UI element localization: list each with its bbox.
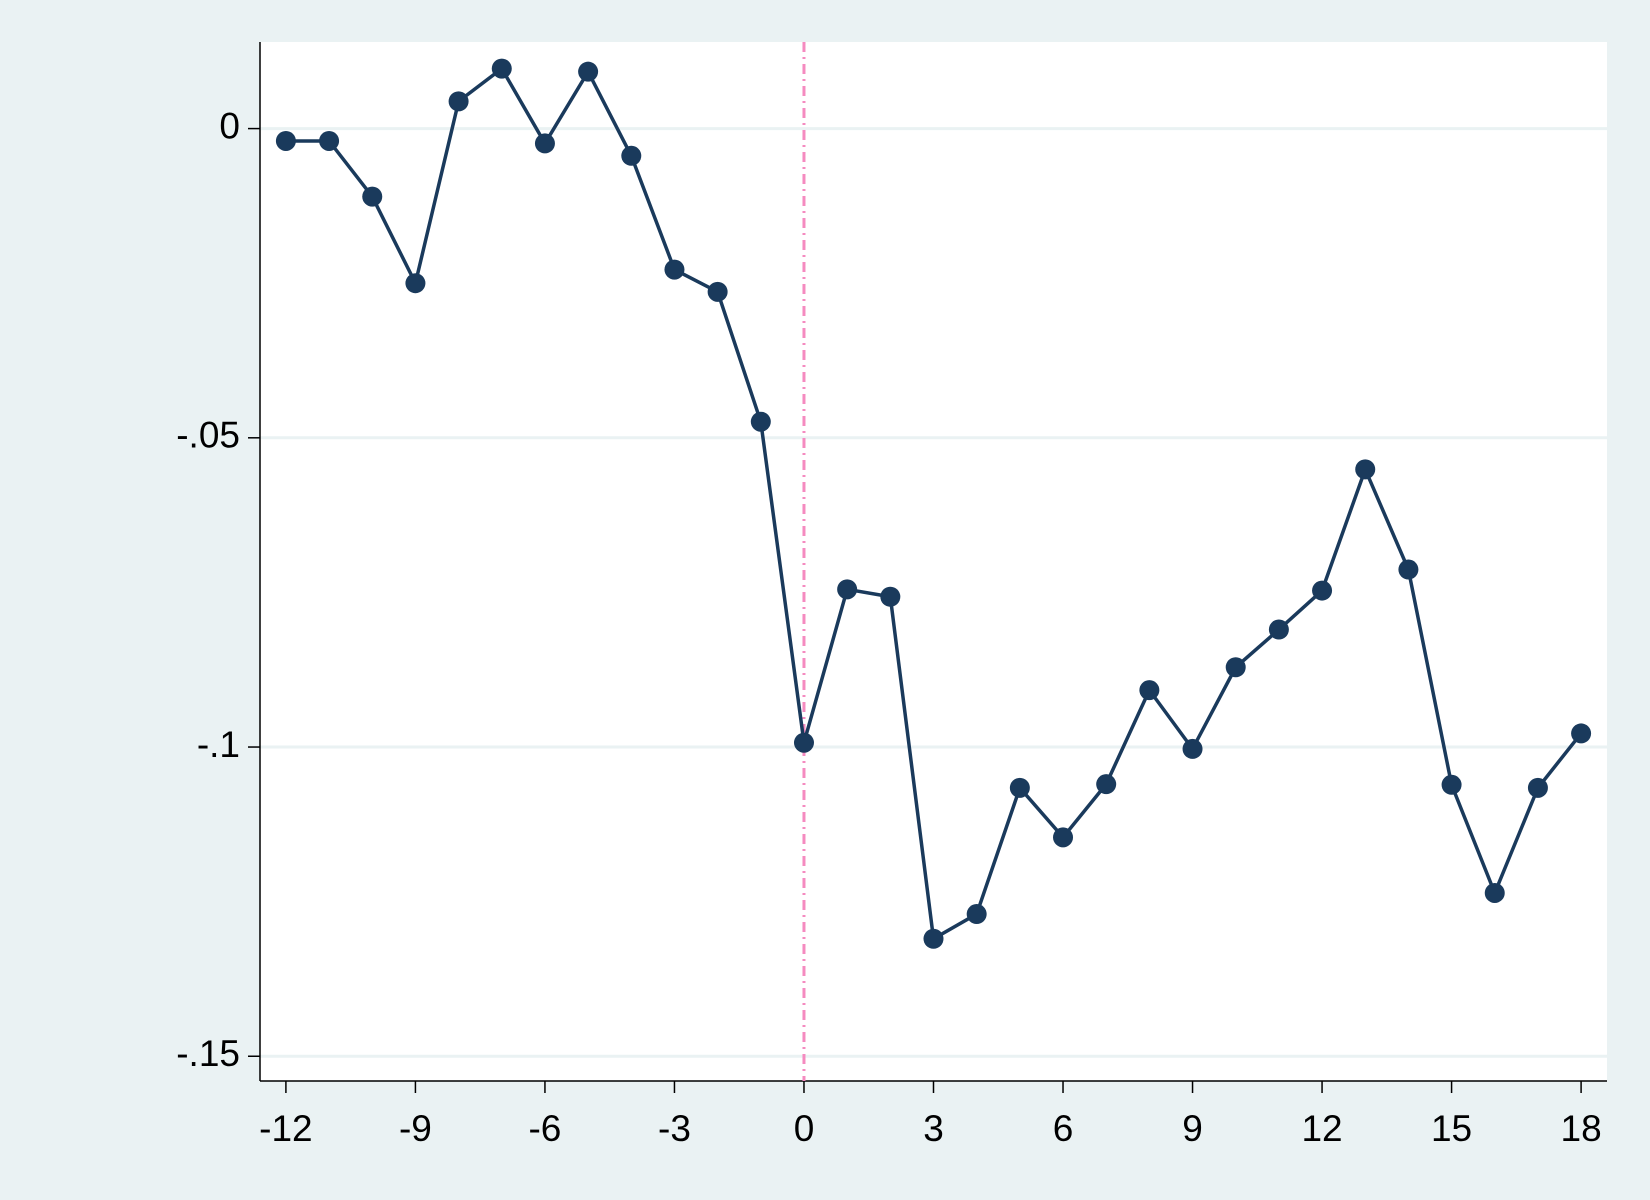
point [1398,559,1419,580]
point [707,281,728,302]
x-tick-label: 3 [923,1108,944,1149]
point [880,586,901,607]
point [1355,459,1376,480]
point [621,145,642,166]
point [1312,580,1333,601]
point [1484,882,1505,903]
point [1009,777,1030,798]
y-tick-label: 0 [219,105,240,146]
point [578,61,599,82]
point [837,579,858,600]
point [1182,738,1203,759]
point [1139,680,1160,701]
x-tick-label: -9 [399,1108,432,1149]
point [405,273,426,294]
point [1268,619,1289,640]
x-tick-label: 18 [1561,1108,1602,1149]
point [1441,774,1462,795]
point [750,411,771,432]
x-tick-label: 15 [1431,1108,1472,1149]
point [793,732,814,753]
x-tick-label: 0 [794,1108,815,1149]
point [448,91,469,112]
y-tick-label: -.15 [176,1033,240,1074]
point [923,928,944,949]
point [534,133,555,154]
point [491,58,512,79]
x-tick-label: 9 [1182,1108,1203,1149]
point [966,904,987,925]
x-tick-label: 6 [1053,1108,1074,1149]
point [362,186,383,207]
plot-area [260,42,1607,1081]
x-tick-label: 12 [1301,1108,1342,1149]
x-tick-label: -6 [528,1108,561,1149]
x-tick-label: -3 [658,1108,691,1149]
point [664,259,685,280]
point [319,130,340,151]
point [1053,827,1074,848]
point [1225,657,1246,678]
y-tick-label: -.05 [176,415,240,456]
y-tick-label: -.1 [197,724,240,765]
point [275,130,296,151]
point [1096,774,1117,795]
point [1571,723,1592,744]
point [1527,777,1548,798]
x-tick-label: -12 [259,1108,312,1149]
